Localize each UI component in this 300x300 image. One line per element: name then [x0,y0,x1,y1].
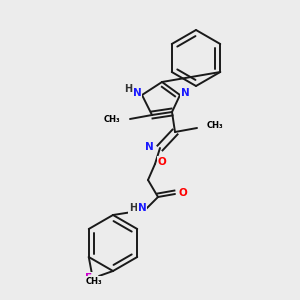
Text: N: N [133,88,141,98]
Text: F: F [85,273,93,283]
Text: CH₃: CH₃ [85,277,102,286]
Text: O: O [178,188,188,198]
Text: N: N [138,203,146,213]
Text: CH₃: CH₃ [207,122,224,130]
Text: N: N [145,142,153,152]
Text: H: H [129,203,137,213]
Text: CH₃: CH₃ [103,115,120,124]
Text: N: N [181,88,189,98]
Text: O: O [158,157,166,167]
Text: H: H [124,84,132,94]
